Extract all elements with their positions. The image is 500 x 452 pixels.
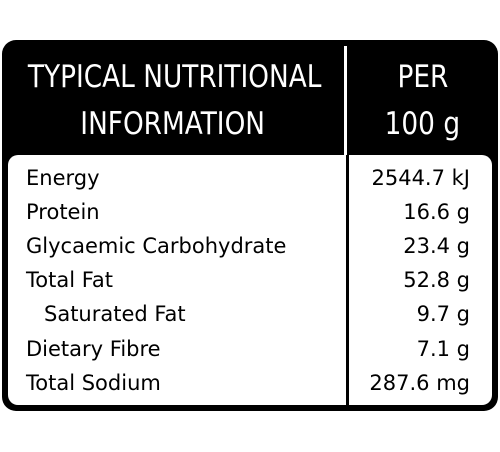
nutrient-name: Energy xyxy=(26,166,100,190)
nutrient-name: Total Sodium xyxy=(26,370,161,395)
header-text: INFORMATION xyxy=(80,106,266,142)
nutrient-amount: 52.8 g xyxy=(403,268,470,293)
nutrient-name: Dietary Fibre xyxy=(26,336,161,361)
nutrient-amount: 7.1 g xyxy=(416,336,470,361)
header-text: TYPICAL NUTRITIONAL xyxy=(27,59,322,95)
header-line: INFORMATION xyxy=(2,104,344,144)
nutrition-label: TYPICAL NUTRITIONAL INFORMATION PER 100 … xyxy=(2,40,498,411)
nutrient-amount: 23.4 g xyxy=(403,234,470,259)
nutrient-amount: 2544.7 kJ xyxy=(371,166,470,190)
nutrient-name: Total Fat xyxy=(26,268,113,293)
header-text: PER xyxy=(397,59,448,95)
header-line: PER xyxy=(347,57,498,97)
header-divider xyxy=(344,46,347,155)
nutrient-name: Glycaemic Carbohydrate xyxy=(26,234,287,259)
header-line: TYPICAL NUTRITIONAL xyxy=(2,57,344,97)
nutrient-name: Saturated Fat xyxy=(44,302,186,327)
nutrient-amount: 16.6 g xyxy=(403,200,470,225)
table-body: Energy 2544.7 kJ Protein 16.6 g Glycaemic Ca… xyxy=(8,155,492,405)
nutrient-amount: 287.6 mg xyxy=(369,370,470,395)
column-divider xyxy=(346,155,349,405)
header-line: 100 g xyxy=(347,104,498,144)
header-text: 100 g xyxy=(384,106,461,142)
nutrient-name: Protein xyxy=(26,200,100,225)
nutrient-amount: 9.7 g xyxy=(416,302,470,327)
